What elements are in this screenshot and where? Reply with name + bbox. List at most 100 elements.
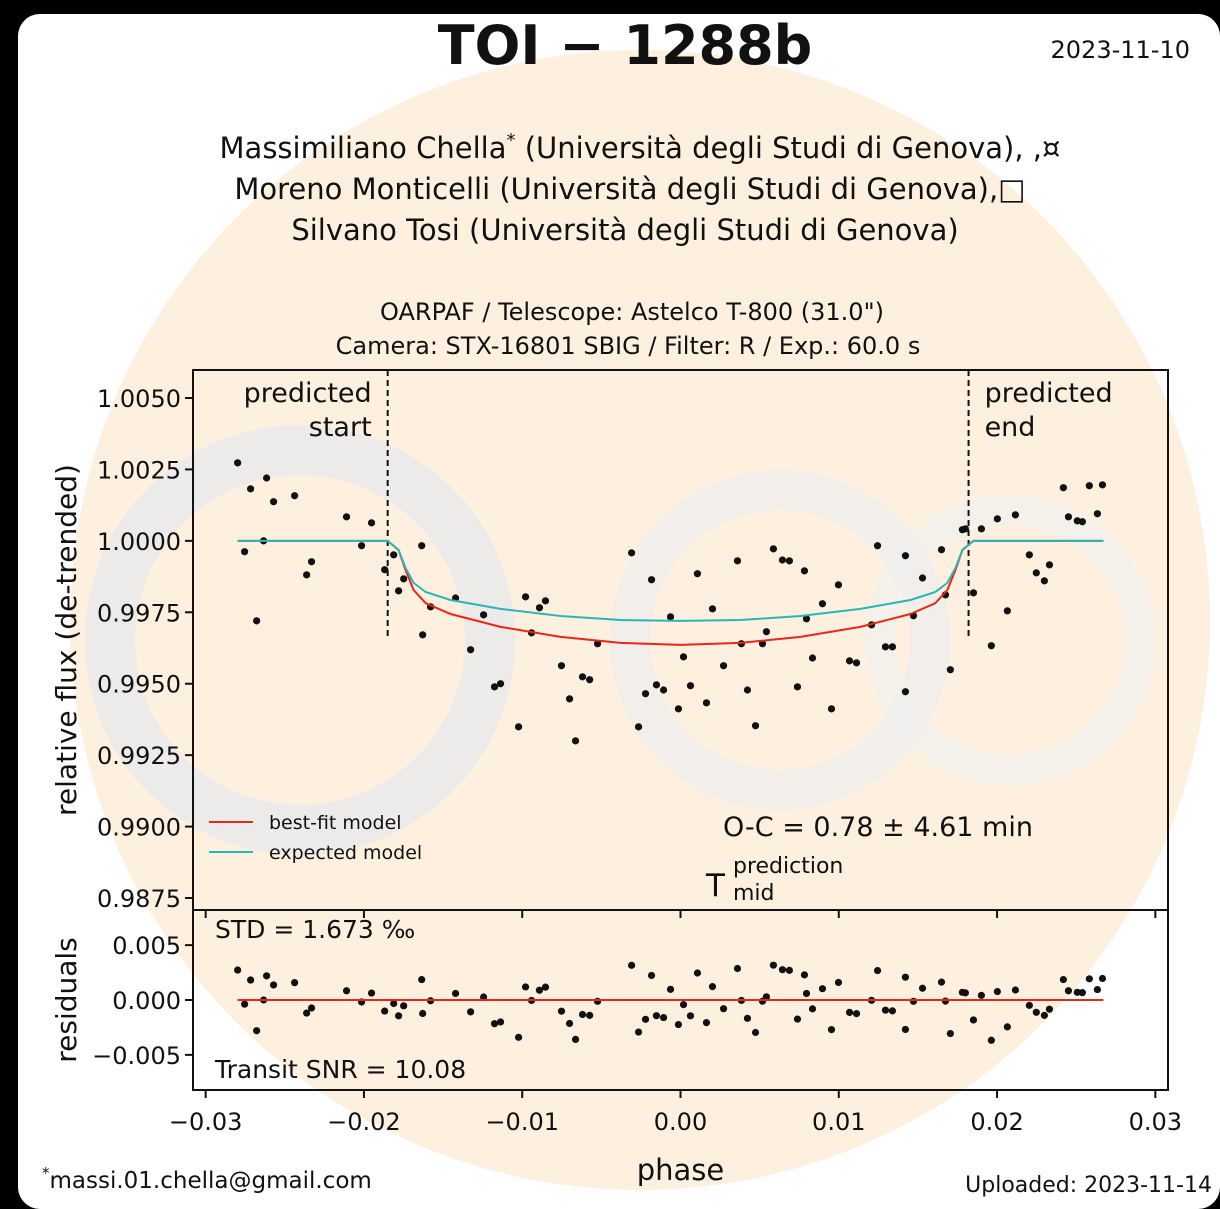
data-point [902, 1026, 909, 1033]
data-point [1004, 1023, 1011, 1030]
data-point [874, 542, 881, 549]
data-point [400, 1002, 407, 1009]
data-point [467, 1008, 474, 1015]
author-mark: * [507, 130, 516, 151]
data-point [902, 552, 909, 559]
data-point [720, 662, 727, 669]
data-point [801, 971, 808, 978]
x-tick-label: −0.01 [485, 1108, 559, 1136]
data-point [874, 967, 881, 974]
data-point [1094, 986, 1101, 993]
data-point [675, 1021, 682, 1028]
data-point [680, 1001, 687, 1008]
y-tick-label: 1.0000 [97, 528, 181, 556]
data-point [786, 557, 793, 564]
author: Massimiliano Chella* (Università degli S… [220, 130, 1061, 165]
y-tick-label: 0.9900 [97, 814, 181, 842]
data-point [882, 643, 889, 650]
data-point [809, 654, 816, 661]
data-point [418, 542, 425, 549]
data-point [902, 974, 909, 981]
data-point [542, 597, 549, 604]
data-point [687, 1012, 694, 1019]
data-point [988, 1037, 995, 1044]
data-point [1033, 569, 1040, 576]
data-point [962, 989, 969, 996]
tmid-sup: prediction [733, 854, 843, 879]
data-point [828, 705, 835, 712]
author: Moreno Monticelli (Università degli Stud… [234, 172, 1025, 206]
legend-label: expected model [269, 842, 422, 864]
data-point [675, 705, 682, 712]
data-point [970, 1016, 977, 1023]
page: TOI − 1288b 2023-11-10 Massimiliano Chel… [0, 0, 1220, 1209]
predicted-label: predicted [985, 378, 1113, 409]
data-point [720, 1005, 727, 1012]
date: 2023-11-10 [1051, 36, 1190, 64]
data-point [694, 969, 701, 976]
data-point [1012, 511, 1019, 518]
data-point [400, 575, 407, 582]
y-tick-label: 0.9875 [97, 885, 181, 913]
data-point [680, 653, 687, 660]
data-point [558, 662, 565, 669]
data-point [846, 657, 853, 664]
data-point [1012, 986, 1019, 993]
data-point [343, 513, 350, 520]
data-point [853, 1010, 860, 1017]
data-point [381, 566, 388, 573]
data-point [594, 998, 601, 1005]
data-point [779, 966, 786, 973]
data-point [522, 983, 529, 990]
data-point [801, 567, 808, 574]
data-point [1065, 987, 1072, 994]
data-point [308, 558, 315, 565]
data-point [247, 485, 254, 492]
data-point [270, 981, 277, 988]
snr-text: Transit SNR = 10.08 [214, 1055, 466, 1084]
data-point [1026, 551, 1033, 558]
data-point [1094, 510, 1101, 517]
data-point [1079, 518, 1086, 525]
data-point [419, 631, 426, 638]
instrument: OARPAF / Telescope: Astelco T-800 (31.0"… [380, 298, 884, 326]
data-point [497, 680, 504, 687]
data-point [241, 1001, 248, 1008]
data-point [452, 990, 459, 997]
data-point [241, 548, 248, 555]
data-point [395, 587, 402, 594]
data-point [308, 1004, 315, 1011]
data-point [1046, 561, 1053, 568]
data-point [358, 542, 365, 549]
data-point [515, 723, 522, 730]
data-point [734, 557, 741, 564]
data-point [579, 673, 586, 680]
data-point [263, 474, 270, 481]
data-point [819, 600, 826, 607]
data-point [303, 571, 310, 578]
data-point [1041, 577, 1048, 584]
data-point [1033, 1009, 1040, 1016]
data-point [889, 1007, 896, 1014]
y-tick-label: −0.005 [92, 1042, 181, 1070]
data-point [994, 988, 1001, 995]
data-point [660, 1014, 667, 1021]
data-point [779, 556, 786, 563]
data-point [291, 492, 298, 499]
data-point [263, 972, 270, 979]
data-point [994, 515, 1001, 522]
y-tick-label: 0.9950 [97, 671, 181, 699]
data-point [667, 986, 674, 993]
data-point [1046, 1006, 1053, 1013]
data-point [978, 525, 985, 532]
data-point [770, 545, 777, 552]
data-point [752, 1029, 759, 1036]
data-point [1041, 1012, 1048, 1019]
data-point [536, 604, 543, 611]
y-tick-label: 0.9975 [97, 599, 181, 627]
author: Silvano Tosi (Università degli Studi di … [291, 213, 958, 247]
data-point [1099, 481, 1106, 488]
data-point [253, 1027, 260, 1034]
data-point [1004, 607, 1011, 614]
data-point [882, 1007, 889, 1014]
